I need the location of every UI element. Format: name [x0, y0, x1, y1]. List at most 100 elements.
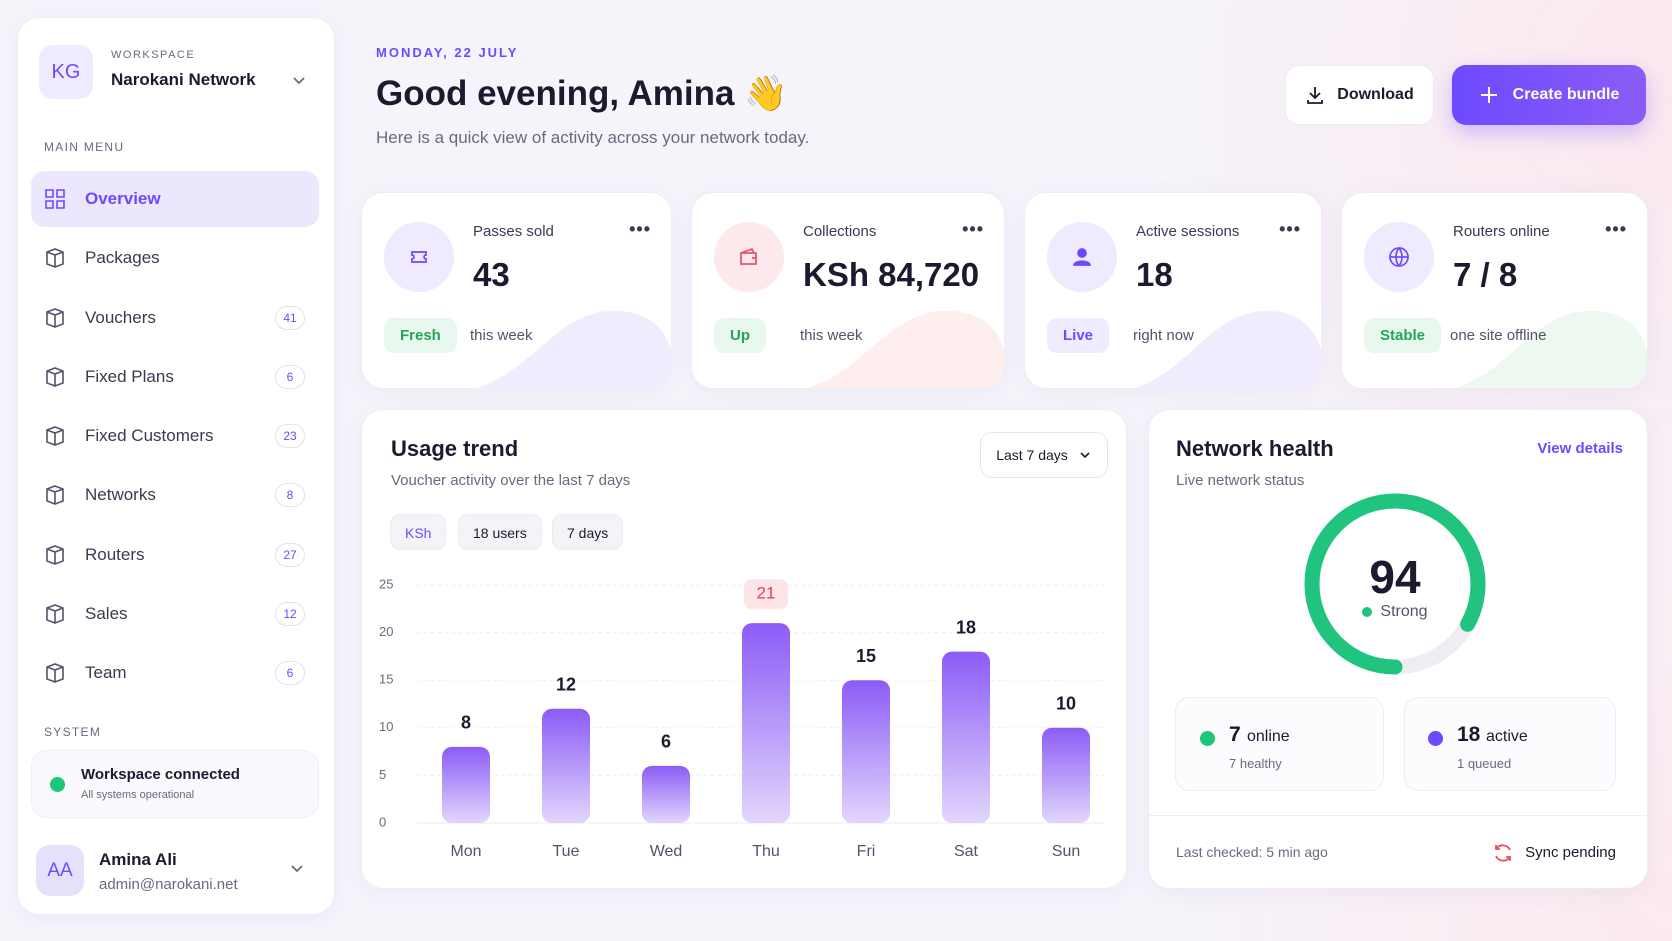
icon-shape — [46, 248, 64, 269]
menu-label: Fixed Customers — [85, 426, 214, 445]
menu-item[interactable]: Packages — [31, 230, 319, 286]
status-dot — [50, 777, 65, 792]
stat-card: Collections ••• KSh 84,720 Up this week — [691, 192, 1005, 389]
stat-tag: Stable — [1364, 318, 1442, 353]
menu-item[interactable]: Networks 8 — [31, 467, 319, 523]
chip[interactable]: 18 users — [458, 514, 542, 550]
stat-icon — [1072, 248, 1092, 266]
plus-icon — [1480, 87, 1497, 103]
more-menu[interactable]: ••• — [962, 219, 984, 239]
icon-shape — [46, 485, 64, 506]
menu-item[interactable]: Vouchers 41 — [31, 290, 319, 346]
card-title: Network health — [1176, 436, 1334, 461]
create-button[interactable]: Create bundle — [1452, 65, 1646, 125]
wave — [476, 310, 671, 388]
more-menu[interactable]: ••• — [1605, 219, 1627, 239]
bar — [642, 765, 690, 823]
workspace-name[interactable]: Narokani Network — [111, 70, 256, 89]
value-label: 18 — [956, 617, 976, 637]
icon-shape — [411, 251, 427, 263]
active-note: 1 queued — [1457, 756, 1512, 771]
menu-label: Vouchers — [85, 307, 156, 327]
usage-card: Usage trend Voucher activity over the la… — [361, 409, 1127, 889]
chevron[interactable] — [291, 73, 307, 89]
stat-icon — [740, 247, 757, 265]
chevron — [1080, 452, 1090, 459]
wave — [1455, 310, 1647, 388]
status-dot — [1362, 607, 1373, 617]
chevron[interactable] — [289, 861, 305, 877]
workspace-avatar: KG — [39, 45, 93, 99]
health-score: 94 — [1369, 551, 1421, 603]
menu-item[interactable]: Fixed Customers 23 — [31, 408, 319, 464]
subtitle: Here is a quick view of activity across … — [376, 128, 810, 147]
menu-label: Networks — [85, 485, 156, 505]
download-icon — [1307, 87, 1324, 104]
menu-item[interactable]: Routers 27 — [31, 527, 319, 583]
y-tick-label: 20 — [379, 624, 393, 639]
menu-badge: 6 — [275, 661, 305, 685]
menu-label: Packages — [85, 248, 160, 268]
menu-icon — [46, 663, 64, 683]
chip[interactable]: KSh — [390, 514, 447, 550]
stat-value: 18 — [1136, 256, 1173, 293]
menu-item[interactable]: Fixed Plans 6 — [31, 349, 319, 405]
menu-icon — [46, 307, 64, 328]
stat-tag: Fresh — [384, 318, 457, 353]
card-title: Usage trend — [391, 436, 519, 461]
menu-label: Overview — [85, 189, 161, 208]
y-tick-label: 25 — [379, 576, 393, 591]
value-label: 6 — [661, 732, 671, 752]
icon-shape — [1389, 247, 1409, 267]
sync-status[interactable]: Sync pending — [1525, 844, 1616, 861]
download-button[interactable]: Download — [1285, 65, 1434, 125]
health-card: Network health View details Live network… — [1148, 409, 1648, 889]
more-menu[interactable]: ••• — [629, 219, 651, 239]
menu-badge: 23 — [275, 424, 305, 448]
stat-tag: Up — [714, 318, 766, 353]
x-tick-label: Thu — [752, 843, 780, 860]
workspace-label: WORKSPACE — [111, 49, 196, 61]
value-label: 12 — [556, 675, 576, 695]
stat-label: Collections — [803, 223, 877, 240]
greeting: Good evening, Amina 👋 — [376, 74, 788, 113]
health-ring — [1304, 493, 1486, 675]
stat-label: Active sessions — [1136, 223, 1240, 240]
user-email: admin@narokani.net — [99, 876, 238, 893]
y-tick-label: 0 — [379, 814, 386, 829]
stat-tag: Live — [1047, 318, 1110, 353]
health-status: Strong — [1295, 603, 1495, 621]
view-details-link[interactable]: View details — [1537, 440, 1623, 457]
menu-item[interactable]: Sales 12 — [31, 586, 319, 642]
menu-icon — [46, 366, 64, 387]
status-subtitle: All systems operational — [81, 789, 195, 801]
status-title: Workspace connected — [81, 766, 240, 783]
stat-card: Routers online ••• 7 / 8 Stable one site off… — [1341, 192, 1648, 389]
bar — [942, 651, 990, 823]
menu-item[interactable]: Overview — [31, 171, 319, 227]
x-tick-label: Sat — [954, 843, 979, 860]
dropdown-label: Last 7 days — [996, 447, 1068, 463]
period-dropdown[interactable]: Last 7 days — [980, 432, 1108, 478]
online-count: 7 — [1229, 723, 1241, 746]
menu-item[interactable]: Team 6 — [31, 645, 319, 701]
ring-arc — [1304, 493, 1486, 675]
active-dot — [1428, 731, 1443, 746]
online-dot — [1200, 731, 1215, 746]
menu-icon — [46, 485, 64, 506]
icon-circle — [714, 222, 784, 292]
menu-label: Routers — [85, 544, 145, 564]
value-label: 15 — [856, 646, 876, 666]
menu-label: Team — [85, 663, 127, 682]
more-menu[interactable]: ••• — [1279, 219, 1301, 239]
menu-icon — [46, 603, 64, 624]
stat-label: Passes sold — [473, 223, 554, 240]
menu-icon — [46, 544, 64, 565]
stat-card: Active sessions ••• 18 Live right now — [1024, 192, 1322, 389]
menu-badge: 8 — [275, 483, 305, 508]
sidebar: KG WORKSPACE Narokani Network MAIN MENU … — [17, 17, 335, 915]
chip[interactable]: 7 days — [552, 514, 624, 550]
active-label: active — [1486, 728, 1528, 745]
active-box: 18 active 1 queued — [1404, 697, 1616, 791]
bar — [742, 623, 790, 823]
